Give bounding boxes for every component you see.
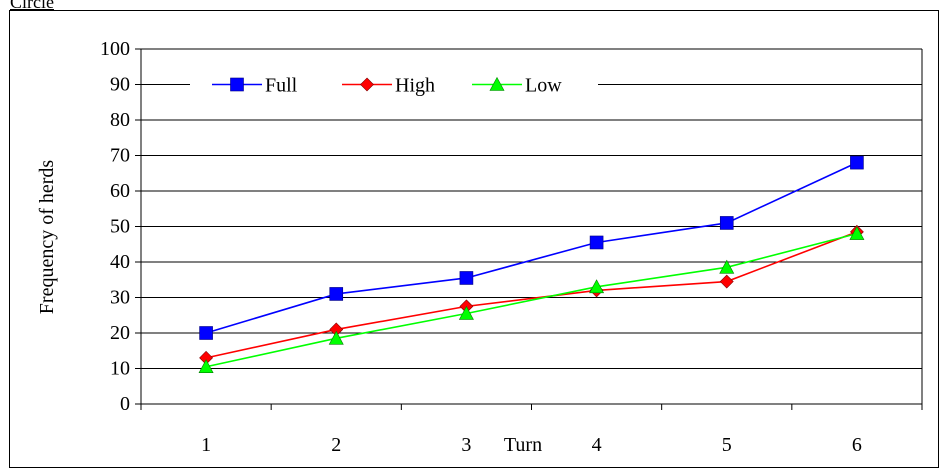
data-point-full-5 <box>719 216 734 230</box>
data-point-low-5 <box>719 259 735 274</box>
y-tick-label-60: 60 <box>110 180 130 202</box>
data-point-low-1 <box>198 359 214 374</box>
series-layer <box>198 155 865 374</box>
legend-marker-high <box>360 77 374 92</box>
y-axis-label: Frequency of herds <box>36 160 58 315</box>
x-tick-label-1: 1 <box>201 434 211 456</box>
x-tick-label-2: 2 <box>331 434 341 456</box>
data-point-full-4 <box>589 235 604 250</box>
x-tick-label-6: 6 <box>852 434 862 456</box>
data-point-low-6 <box>849 225 865 240</box>
data-point-full-2 <box>329 287 344 301</box>
y-tick-label-10: 10 <box>110 358 130 380</box>
y-tick-label-40: 40 <box>110 251 130 273</box>
series-line-high <box>205 231 858 359</box>
data-point-low-3 <box>458 305 474 320</box>
y-tick-label-30: 30 <box>110 287 130 309</box>
y-tick-label-80: 80 <box>110 109 130 131</box>
data-point-high-5 <box>719 274 734 289</box>
legend-marker-low <box>489 76 505 91</box>
legend-marker-full <box>230 77 244 92</box>
axes: 0 10 20 30 40 50 60 70 80 90 100 1 2 3 4 5 6 <box>100 38 923 456</box>
legend: Full High Low <box>190 69 598 100</box>
data-point-low-4 <box>589 279 605 294</box>
y-tick-label-70: 70 <box>110 145 130 167</box>
legend-label-low: Low <box>525 75 562 97</box>
x-axis-label: Turn <box>504 434 542 456</box>
series-line-full <box>205 161 858 334</box>
data-point-full-6 <box>850 155 864 170</box>
y-tick-label-100: 100 <box>100 38 130 60</box>
chart-header-label: Circle <box>10 0 54 12</box>
data-point-low-2 <box>328 330 344 345</box>
x-tick-label-5: 5 <box>722 434 732 456</box>
x-tick-label-4: 4 <box>592 434 602 456</box>
data-point-full-1 <box>199 326 213 340</box>
legend-label-high: High <box>395 75 435 97</box>
data-point-full-3 <box>459 271 474 285</box>
y-tick-label-0: 0 <box>120 393 130 415</box>
series-line-low <box>205 232 858 368</box>
y-tick-label-50: 50 <box>110 216 130 238</box>
chart-frame <box>9 10 939 468</box>
legend-label-full: Full <box>265 75 298 97</box>
y-tick-label-90: 90 <box>110 74 130 96</box>
y-tick-label-20: 20 <box>110 322 130 344</box>
x-tick-label-3: 3 <box>461 434 471 456</box>
